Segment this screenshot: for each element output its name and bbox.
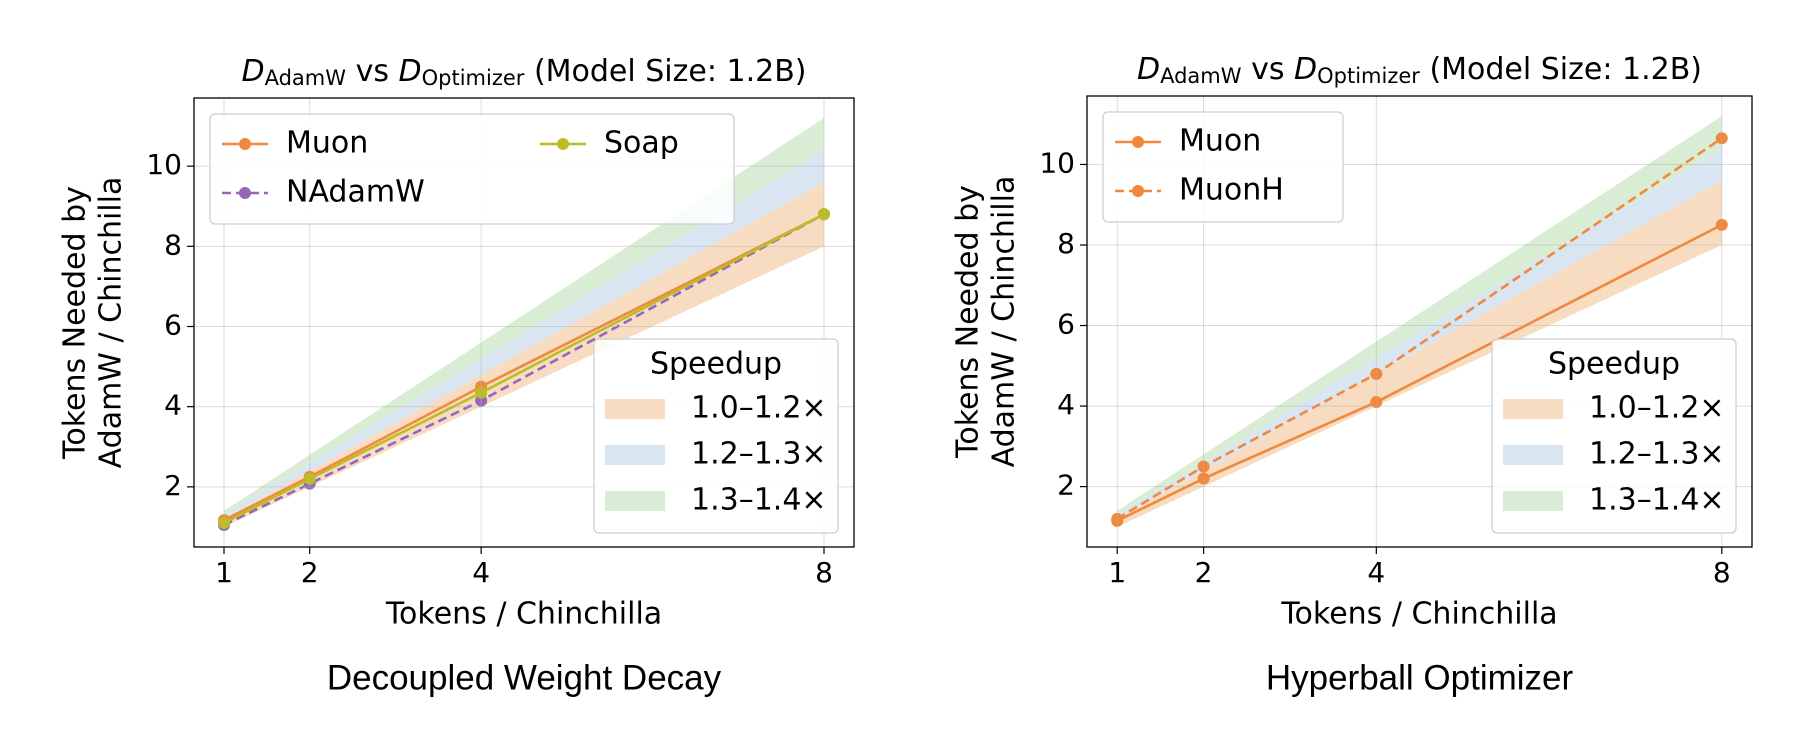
y-tick-label: 6 xyxy=(1057,308,1075,341)
legend-marker xyxy=(1132,136,1144,148)
y-axis-label: Tokens Needed by xyxy=(951,185,986,459)
legend-box xyxy=(1102,111,1344,223)
series-line xyxy=(1116,137,1723,520)
series-point xyxy=(303,472,316,485)
plot-frame xyxy=(193,97,855,548)
y-tick-label: 8 xyxy=(1057,227,1075,260)
title-part: D xyxy=(399,54,422,89)
x-axis-label: Tokens / Chinchilla xyxy=(1280,597,1557,632)
x-tick-label: 1 xyxy=(1108,556,1126,589)
legend-marker xyxy=(239,138,251,150)
y-tick-label: 10 xyxy=(146,148,182,181)
band-legend-patch xyxy=(605,491,665,511)
y-tick-label: 8 xyxy=(164,228,182,261)
band-legend-label: 1.2–1.3× xyxy=(1589,437,1725,472)
legend-label: Muon xyxy=(1179,124,1261,159)
plot-frame xyxy=(1086,95,1753,548)
y-axis-label: AdamW / Chinchilla xyxy=(94,177,129,469)
series-point xyxy=(1715,132,1728,145)
series-point xyxy=(1715,218,1728,231)
y-tick-label: 2 xyxy=(164,469,182,502)
title-part: D xyxy=(242,54,265,89)
band-legend-box xyxy=(593,338,839,534)
band-legend-patch xyxy=(1503,399,1563,419)
legend-box xyxy=(209,113,735,225)
y-tick-label: 4 xyxy=(164,389,182,422)
band-legend-patch xyxy=(1503,445,1563,465)
x-tick-label: 2 xyxy=(1195,556,1213,589)
x-tick-label: 4 xyxy=(472,556,490,589)
title-part: AdamW xyxy=(265,66,347,90)
speedup-band xyxy=(1117,180,1722,527)
title-part: AdamW xyxy=(1160,64,1242,88)
series-point xyxy=(475,386,488,399)
series-line xyxy=(223,213,825,522)
chart-title: DAdamW vs DOptimizer (Model Size: 1.2B) xyxy=(242,54,807,91)
series-line xyxy=(223,213,825,527)
series-point xyxy=(218,516,230,529)
title-part: vs xyxy=(346,54,398,89)
y-axis-label: AdamW / Chinchilla xyxy=(987,176,1022,468)
band-legend-label: 1.2–1.3× xyxy=(691,437,827,472)
y-axis-label: Tokens Needed by xyxy=(58,186,93,460)
series-line xyxy=(223,213,825,525)
speedup-band xyxy=(1117,116,1722,515)
x-tick-label: 1 xyxy=(215,556,233,589)
title-part: Optimizer xyxy=(1317,64,1420,88)
title-part: (Model Size: 1.2B) xyxy=(524,54,806,89)
band-legend-patch xyxy=(605,399,665,419)
y-tick-label: 2 xyxy=(1057,469,1075,502)
series-point xyxy=(1370,396,1383,409)
band-legend-box xyxy=(1491,338,1737,534)
legend-label: Soap xyxy=(604,126,679,161)
band-legend-label: 1.0–1.2× xyxy=(1589,391,1725,426)
band-legend-patch xyxy=(1503,491,1563,511)
band-legend-label: 1.3–1.4× xyxy=(1589,483,1725,518)
band-legend-label: 1.3–1.4× xyxy=(691,483,827,518)
y-tick-label: 6 xyxy=(164,309,182,342)
x-tick-label: 8 xyxy=(815,556,833,589)
title-part: D xyxy=(1137,52,1160,87)
band-legend-label: 1.0–1.2× xyxy=(691,391,827,426)
title-part: vs xyxy=(1242,52,1294,87)
x-tick-label: 8 xyxy=(1713,556,1731,589)
legend-label: MuonH xyxy=(1179,173,1284,208)
y-tick-label: 10 xyxy=(1039,146,1075,179)
speedup-band xyxy=(224,150,824,519)
series-line xyxy=(1116,223,1723,522)
plot-area xyxy=(1111,116,1728,527)
band-legend-title: Speedup xyxy=(1548,347,1680,382)
series-point xyxy=(1370,367,1383,380)
chart-title: DAdamW vs DOptimizer (Model Size: 1.2B) xyxy=(1137,52,1702,89)
legend-label: Muon xyxy=(286,126,368,161)
series-point xyxy=(1111,512,1124,525)
speedup-band xyxy=(224,182,824,527)
panel-caption: Decoupled Weight Decay xyxy=(327,658,722,697)
x-axis-label: Tokens / Chinchilla xyxy=(385,597,662,632)
panel-caption: Hyperball Optimizer xyxy=(1266,658,1574,697)
title-part: (Model Size: 1.2B) xyxy=(1420,52,1702,87)
legend-marker xyxy=(1132,185,1144,197)
band-legend-patch xyxy=(605,445,665,465)
x-tick-label: 4 xyxy=(1367,556,1385,589)
y-tick-label: 4 xyxy=(1057,388,1075,421)
series-point xyxy=(1197,472,1210,485)
title-part: D xyxy=(1294,52,1317,87)
legend-marker xyxy=(239,187,251,199)
x-tick-label: 2 xyxy=(301,556,319,589)
series-point xyxy=(1197,460,1210,473)
title-part: Optimizer xyxy=(422,66,525,90)
series-point xyxy=(818,208,830,221)
legend-marker xyxy=(557,138,569,150)
legend-label: NAdamW xyxy=(286,175,425,210)
band-legend-title: Speedup xyxy=(650,347,782,382)
